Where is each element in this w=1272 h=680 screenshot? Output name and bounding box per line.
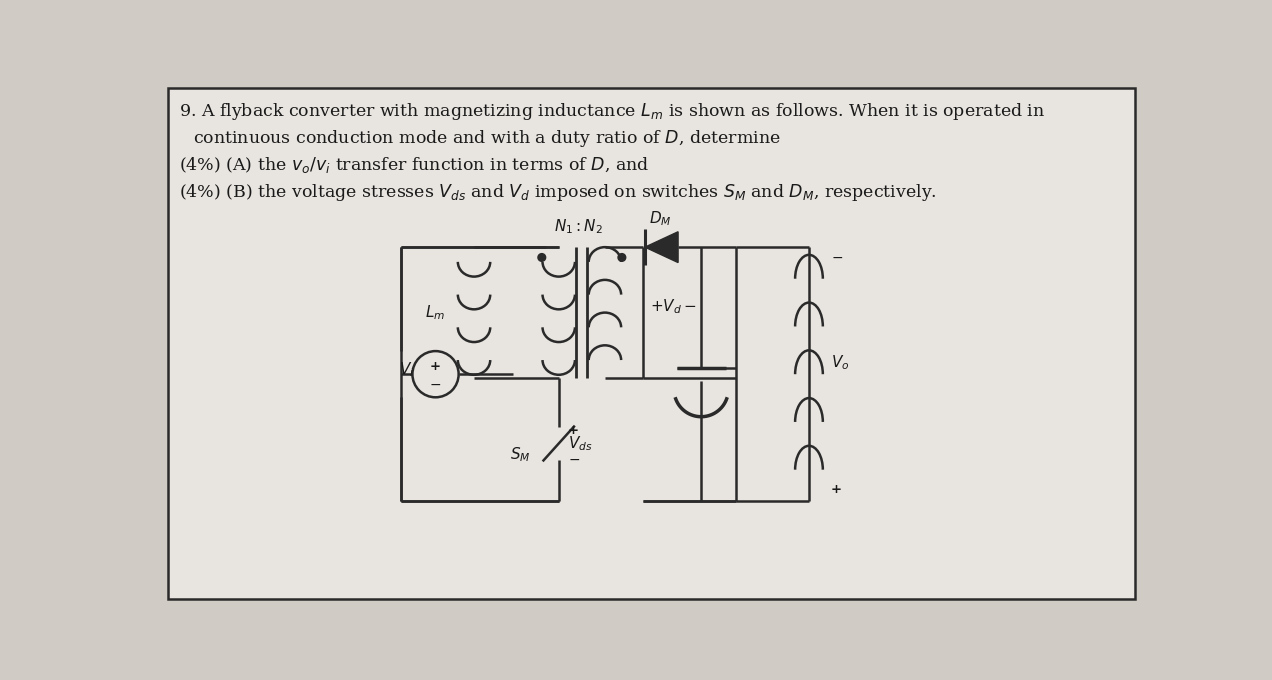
Text: $D_M$: $D_M$ bbox=[649, 209, 672, 228]
Text: +: + bbox=[569, 424, 579, 437]
Text: $V_{ds}$: $V_{ds}$ bbox=[569, 434, 593, 453]
Text: $L_m$: $L_m$ bbox=[425, 303, 445, 322]
Text: $S_M$: $S_M$ bbox=[510, 445, 530, 464]
Text: $-$: $-$ bbox=[569, 452, 580, 466]
Text: (4%) (A) the $v_o/v_i$ transfer function in terms of $D$, and: (4%) (A) the $v_o/v_i$ transfer function… bbox=[179, 155, 650, 175]
Circle shape bbox=[618, 254, 626, 261]
Circle shape bbox=[538, 254, 546, 261]
Text: +: + bbox=[831, 483, 842, 496]
Text: $V_i$: $V_i$ bbox=[398, 360, 413, 379]
Text: $V_o$: $V_o$ bbox=[831, 354, 848, 372]
Text: +: + bbox=[430, 360, 441, 373]
FancyBboxPatch shape bbox=[168, 88, 1136, 599]
Text: $N_1:N_2$: $N_1:N_2$ bbox=[553, 217, 603, 235]
Text: (4%) (B) the voltage stresses $V_{ds}$ and $V_d$ imposed on switches $S_M$ and $: (4%) (B) the voltage stresses $V_{ds}$ a… bbox=[179, 182, 936, 203]
Text: $-$: $-$ bbox=[430, 377, 441, 391]
Text: $+V_d-$: $+V_d-$ bbox=[650, 297, 696, 316]
Polygon shape bbox=[645, 232, 678, 262]
Text: 9. A flyback converter with magnetizing inductance $L_m$ is shown as follows. Wh: 9. A flyback converter with magnetizing … bbox=[179, 101, 1046, 122]
Text: continuous conduction mode and with a duty ratio of $D$, determine: continuous conduction mode and with a du… bbox=[193, 128, 781, 149]
Text: $-$: $-$ bbox=[831, 250, 842, 263]
